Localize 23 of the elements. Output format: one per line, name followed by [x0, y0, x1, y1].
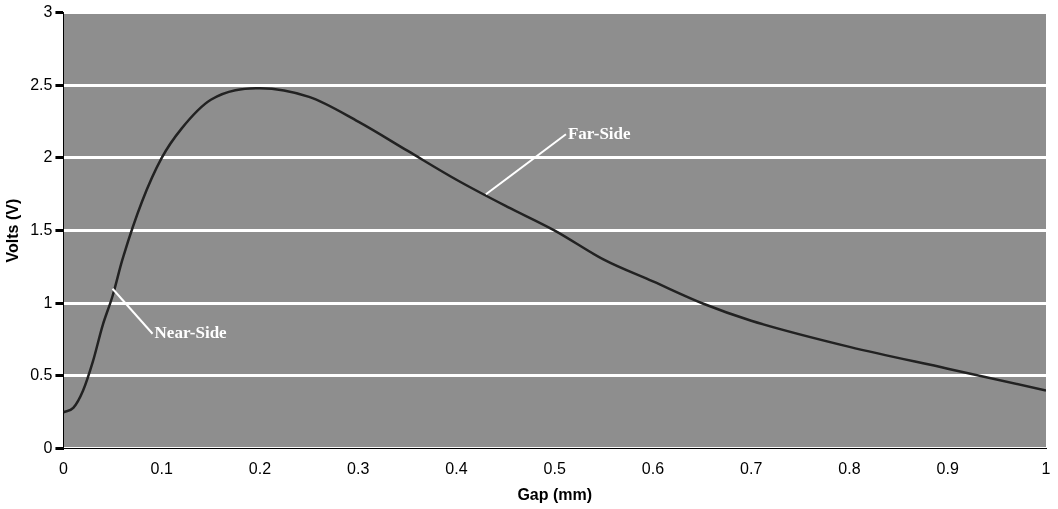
x-tick-label: 0.1 [150, 459, 173, 477]
x-tick-label: 0.5 [543, 459, 566, 477]
y-tick-label: 2.5 [30, 75, 53, 93]
y-axis-title: Volts (V) [4, 198, 22, 263]
x-tick-label: 0 [58, 459, 68, 477]
x-tick-label: 0.7 [740, 459, 763, 477]
y-tick-label: 1.5 [30, 221, 53, 239]
line-series [63, 86, 1046, 414]
x-tick-label: 0.4 [445, 459, 468, 477]
y-tick-label: 2 [43, 148, 53, 166]
x-axis-title: Gap (mm) [517, 485, 593, 503]
x-tick-label: 1 [1041, 459, 1051, 477]
x-tick-label: 0.8 [838, 459, 861, 477]
x-tick-label: 0.6 [641, 459, 665, 477]
x-tick-label: 0.9 [936, 459, 959, 477]
y-tick-label: 3 [43, 3, 53, 21]
y-tick-label: 1 [43, 293, 53, 311]
annotation: Far-Side [567, 123, 632, 143]
annotation: Near-Side [154, 323, 228, 343]
x-tick-label: 0.3 [347, 459, 370, 477]
y-tick-label: 0 [43, 439, 53, 457]
x-tick-label: 0.2 [248, 459, 272, 477]
y-tick-label: 0.5 [30, 366, 53, 384]
